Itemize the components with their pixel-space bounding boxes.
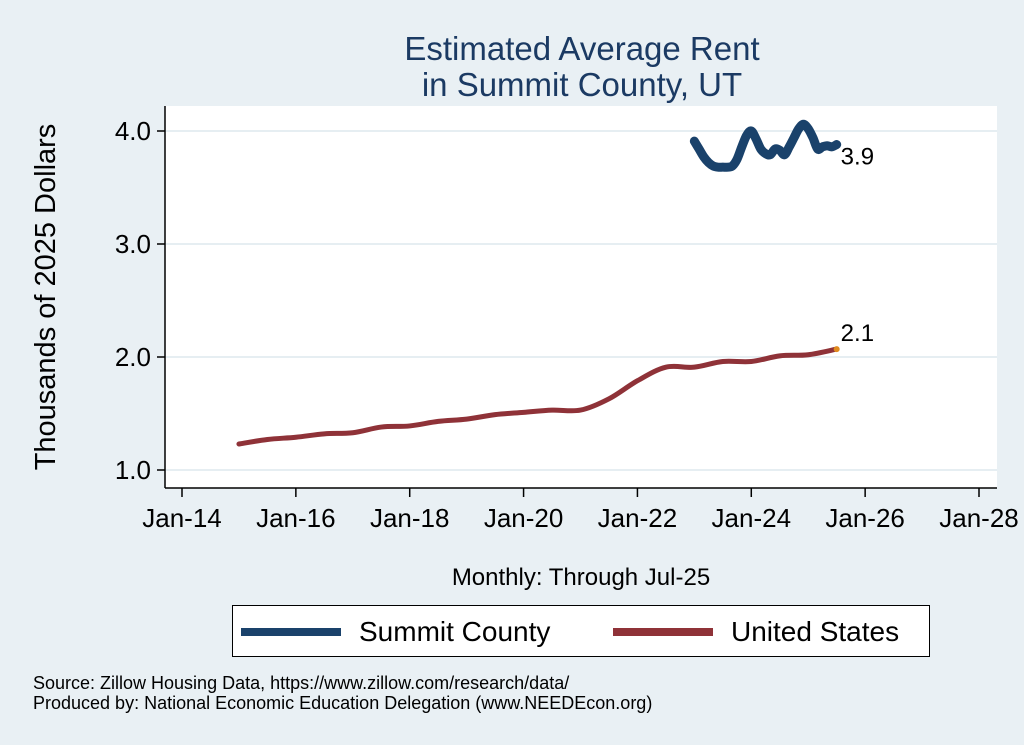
footer-produced-by: Produced by: National Economic Education…: [33, 693, 653, 713]
x-tick-label: Jan-22: [598, 503, 678, 533]
end-label-united-states: 2.1: [841, 320, 874, 347]
x-tick-label: Jan-20: [484, 503, 564, 533]
legend-item-united-states: United States: [613, 606, 899, 658]
y-tick-label: 1.0: [115, 455, 151, 485]
legend-swatch-united-states: [613, 628, 713, 636]
y-axis: 1.0 2.0 3.0 4.0: [115, 106, 166, 488]
chart-title-line-1: Estimated Average Rent: [404, 30, 759, 67]
y-tick-label: 4.0: [115, 116, 151, 146]
legend-swatch-summit-county: [241, 628, 341, 636]
series-lines: [236, 119, 842, 447]
end-labels: 3.9 2.1: [841, 144, 874, 348]
legend: Summit County United States: [232, 605, 930, 657]
x-tick-label: Jan-28: [939, 503, 1019, 533]
x-axis-label: Monthly: Through Jul-25: [452, 564, 710, 591]
x-tick-label: Jan-24: [712, 503, 792, 533]
y-axis-label: Thousands of 2025 Dollars: [30, 124, 62, 471]
x-tick-label: Jan-18: [370, 503, 450, 533]
series-line-united-states: [236, 346, 840, 447]
end-marker-united-states: [833, 346, 840, 353]
chart-title-line-2: in Summit County, UT: [422, 66, 742, 103]
x-axis: Jan-14 Jan-16 Jan-18 Jan-20 Jan-22 Jan-24 Jan-…: [142, 487, 1019, 533]
end-label-summit-county: 3.9: [841, 144, 874, 171]
x-tick-label: Jan-26: [825, 503, 905, 533]
x-tick-label: Jan-14: [142, 503, 222, 533]
series-line-summit-county: [689, 119, 842, 172]
footer-source: Source: Zillow Housing Data, https://www…: [33, 673, 570, 693]
y-tick-label: 3.0: [115, 229, 151, 259]
plot-area: [165, 106, 997, 488]
grid-lines: [165, 130, 997, 471]
legend-item-summit-county: Summit County: [241, 606, 550, 658]
y-tick-label: 2.0: [115, 342, 151, 372]
legend-label: Summit County: [359, 616, 551, 647]
x-tick-label: Jan-16: [256, 503, 336, 533]
legend-label: United States: [731, 616, 900, 647]
